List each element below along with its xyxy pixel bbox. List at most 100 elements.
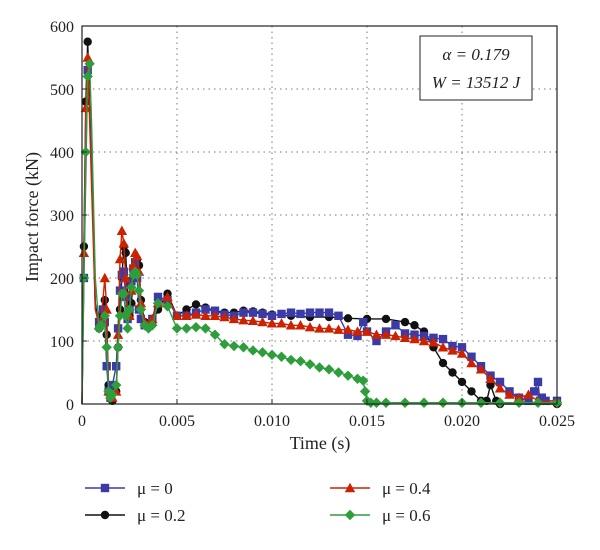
data-point [352,326,363,336]
data-point [333,324,344,334]
data-point [171,310,183,320]
data-point [103,386,114,397]
data-point [209,329,221,340]
data-point [182,305,191,314]
legend-label: μ = 0.4 [382,479,431,498]
data-point [295,320,306,330]
legend-item-2: μ = 0.4 [330,479,431,498]
data-point [258,309,267,319]
data-point [84,58,95,69]
data-point [457,343,467,352]
data-point [485,373,496,383]
data-point [467,387,476,396]
legend-label: μ = 0.2 [137,506,185,525]
data-point [343,314,353,323]
data-point [276,318,287,328]
grid [82,26,557,404]
data-point [102,362,111,371]
data-point [428,337,439,347]
data-point [99,310,110,321]
data-point [238,315,249,325]
data-point [135,304,147,315]
y-tick-label: 300 [50,208,74,225]
y-tick-label: 500 [50,82,74,99]
data-point [342,324,354,334]
data-point [475,397,487,408]
data-point [390,330,401,341]
data-point [457,377,467,387]
legend: μ = 0 μ = 0.4 μ = 0.2 μ = 0.6 [85,479,431,525]
series-layer [78,37,563,409]
data-point [437,342,449,352]
data-point [107,389,118,400]
data-point [418,335,430,346]
data-point [101,342,112,353]
data-point [111,379,122,391]
series-line-2 [81,56,557,405]
data-point [456,348,468,358]
y-tick-label: 400 [50,145,74,162]
data-point [239,308,248,317]
data-point [359,386,371,397]
data-point [200,323,211,334]
data-point [114,253,126,264]
y-tick-label: 600 [50,19,74,36]
data-point [533,377,543,387]
data-point [190,321,202,333]
data-point [391,321,400,330]
data-point [200,310,211,320]
data-point [399,332,411,343]
data-point [410,321,419,330]
data-point [83,37,92,46]
data-point [181,310,192,320]
data-point [120,272,131,283]
data-point [372,336,381,346]
data-point [191,300,201,309]
legend-item-0: μ = 0 [85,479,173,498]
data-point [131,269,143,281]
data-point [399,397,411,408]
data-point [467,352,476,361]
data-point [494,383,506,393]
data-point [530,387,539,396]
data-point [277,309,286,319]
legend-marker [344,509,356,521]
series-0 [79,65,562,406]
data-point [127,276,136,286]
data-point [448,368,457,377]
data-point [162,301,173,312]
y-axis-label: Impact force (kN) [22,152,43,282]
data-point [98,305,108,314]
data-point [131,258,140,267]
data-point [285,320,297,330]
data-point [114,310,126,321]
data-point [219,311,230,322]
data-point [323,323,335,333]
data-point [342,370,354,381]
data-point [361,326,373,336]
series-2 [78,52,563,406]
data-point [304,321,316,332]
data-point [219,338,230,350]
data-point [247,345,259,356]
data-point [80,102,91,113]
tick-layer: 0 0.005 0.010 0.015 0.020 0.025 0 100 200 300 400 5… [50,19,575,430]
data-point [82,52,93,62]
legend-item-1: μ = 0.2 [85,506,185,525]
data-point [504,389,515,399]
data-point [100,295,110,305]
data-point [112,362,121,371]
data-point [323,364,335,375]
x-tick-label: 0.005 [159,413,195,430]
data-point [409,333,420,344]
legend-marker [100,510,110,520]
x-tick-label: 0 [78,413,86,430]
data-point [437,397,449,408]
data-point [266,318,278,328]
data-point [136,314,146,324]
data-point [438,334,448,344]
data-point [353,331,362,341]
data-point [201,305,210,314]
data-point [285,354,297,366]
